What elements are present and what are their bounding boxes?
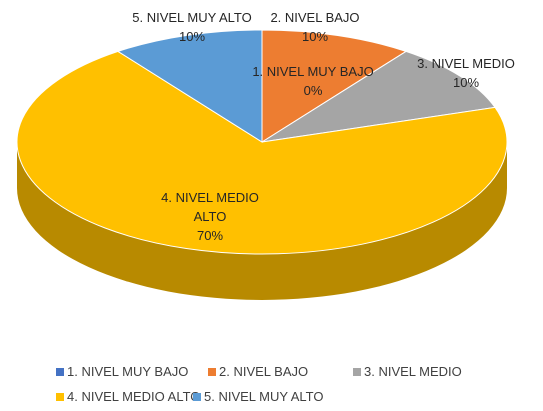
data-label: 1. NIVEL MUY BAJO 0% [243,62,383,100]
legend-item: 3. NIVEL MEDIO [353,364,462,379]
legend-swatch [208,367,216,376]
data-label: 3. NIVEL MEDIO 10% [396,54,536,92]
data-label-name: 1. NIVEL MUY BAJO [252,64,374,79]
legend-swatch [353,367,361,376]
legend-item: 1. NIVEL MUY BAJO [56,364,188,379]
legend-swatch [56,367,64,376]
legend-label: 2. NIVEL BAJO [219,364,309,379]
data-label-value: 10% [178,29,206,44]
legend-item: 4. NIVEL MEDIO ALTO [56,389,200,404]
pie-slice [261,50,496,143]
data-label-name: 2. NIVEL BAJO [270,10,360,25]
legend-label: 4. NIVEL MEDIO ALTO [67,389,201,404]
legend-item: 2. NIVEL BAJO [208,364,308,379]
pie-side [17,142,507,300]
legend-label: 3. NIVEL MEDIO [364,364,462,379]
pie-slice [116,29,263,143]
legend-swatch [56,392,64,401]
data-label-name: 3. NIVEL MEDIO [417,56,515,71]
data-label: 4. NIVEL MEDIO ALTO 70% [155,188,265,245]
pie-slice [261,29,408,143]
data-label: 2. NIVEL BAJO 10% [255,8,375,46]
legend-item: 5. NIVEL MUY ALTO [193,389,323,404]
data-label-value: 0% [303,83,323,98]
data-label: 5. NIVEL MUY ALTO 10% [122,8,262,46]
pie-slice [16,50,508,255]
data-label-value: 10% [301,29,329,44]
data-label-value: 10% [452,75,480,90]
legend-swatch [193,392,201,401]
legend-label: 1. NIVEL MUY BAJO [67,364,189,379]
data-label-value: 70% [196,228,224,243]
data-label-name: 4. NIVEL MEDIO ALTO [161,190,259,224]
data-label-name: 5. NIVEL MUY ALTO [132,10,252,25]
legend-label: 5. NIVEL MUY ALTO [204,389,324,404]
